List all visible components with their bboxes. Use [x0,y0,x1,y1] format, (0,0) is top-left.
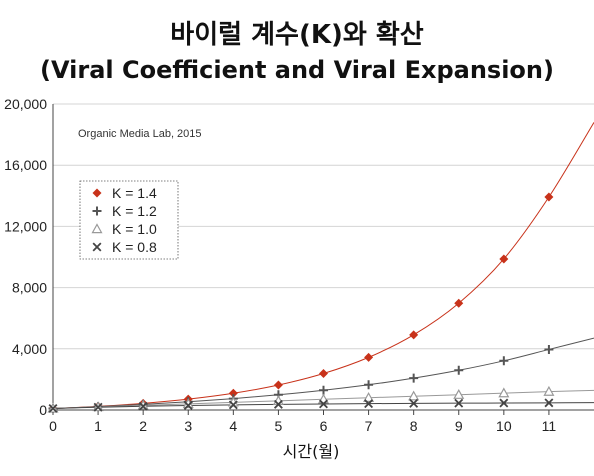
data-point-marker [228,400,238,410]
x-tick-label: 11 [542,418,557,434]
y-tick-label: 8,000 [12,280,47,296]
data-point-marker [273,399,283,409]
data-point-marker [499,356,509,366]
x-tick-label: 0 [49,418,57,434]
data-point-marker [544,192,554,202]
y-tick-label: 16,000 [4,157,47,173]
data-point-marker [454,398,464,408]
data-point-marker [363,392,375,402]
data-point-marker [228,388,238,398]
data-point-marker [48,404,58,413]
legend-label: K = 0.8 [112,239,157,255]
legend-label: K = 1.0 [112,221,157,237]
data-point-marker [543,385,555,396]
y-axis-ticks: 0 4,000 8,000 12,000 16,000 20,000 [4,96,47,418]
y-tick-label: 12,000 [4,218,47,234]
x-tick-label: 8 [410,418,418,434]
legend-marker [91,223,103,234]
legend: K = 1.4 K = 1.2 K = 1.0 K = 0.8 [79,180,179,260]
data-point-marker [409,330,419,340]
data-point-marker [408,390,420,401]
x-axis-ticks: 0 1 2 3 4 5 6 7 8 9 10 11 [49,410,556,434]
x-tick-label: 3 [184,418,192,434]
data-point-marker [364,352,374,362]
series-markers [47,192,555,413]
y-tick-label: 0 [39,402,47,418]
data-point-marker [499,254,509,264]
legend-marker [92,188,102,198]
legend-marker [92,242,102,252]
legend-label: K = 1.2 [112,203,157,219]
y-tick-label: 20,000 [4,96,47,112]
x-tick-label: 6 [320,418,328,434]
chart-subtitle: (Viral Coefficient and Viral Expansion) [40,56,554,84]
x-tick-label: 9 [455,418,463,434]
y-tick-label: 4,000 [12,341,47,357]
x-tick-label: 1 [94,418,102,434]
data-point-marker [544,344,554,354]
data-point-marker [409,373,419,383]
data-point-marker [273,380,283,390]
legend-label: K = 1.4 [112,185,157,201]
data-point-marker [454,365,464,375]
chart-title: 바이럴 계수(K)와 확산 [170,20,424,50]
data-point-marker [453,388,465,399]
data-point-marker [183,401,193,410]
data-point-marker [319,385,328,395]
data-point-marker [364,380,374,390]
x-tick-label: 2 [139,418,147,434]
data-point-marker [499,398,509,408]
x-tick-label: 7 [365,418,373,434]
legend-marker [92,206,102,216]
data-point-marker [138,401,148,411]
x-tick-label: 4 [229,418,237,434]
data-point-marker [364,399,374,409]
data-point-marker [319,399,328,409]
data-point-marker [319,369,328,379]
source-annotation: Organic Media Lab, 2015 [78,128,202,140]
data-point-marker [498,387,510,398]
x-tick-label: 5 [275,418,283,434]
x-tick-label: 10 [496,418,512,434]
x-axis-title: 시간(월) [283,442,340,461]
data-point-marker [409,398,419,408]
data-point-marker [93,402,103,412]
data-point-marker [454,298,464,308]
data-point-marker [544,398,554,408]
